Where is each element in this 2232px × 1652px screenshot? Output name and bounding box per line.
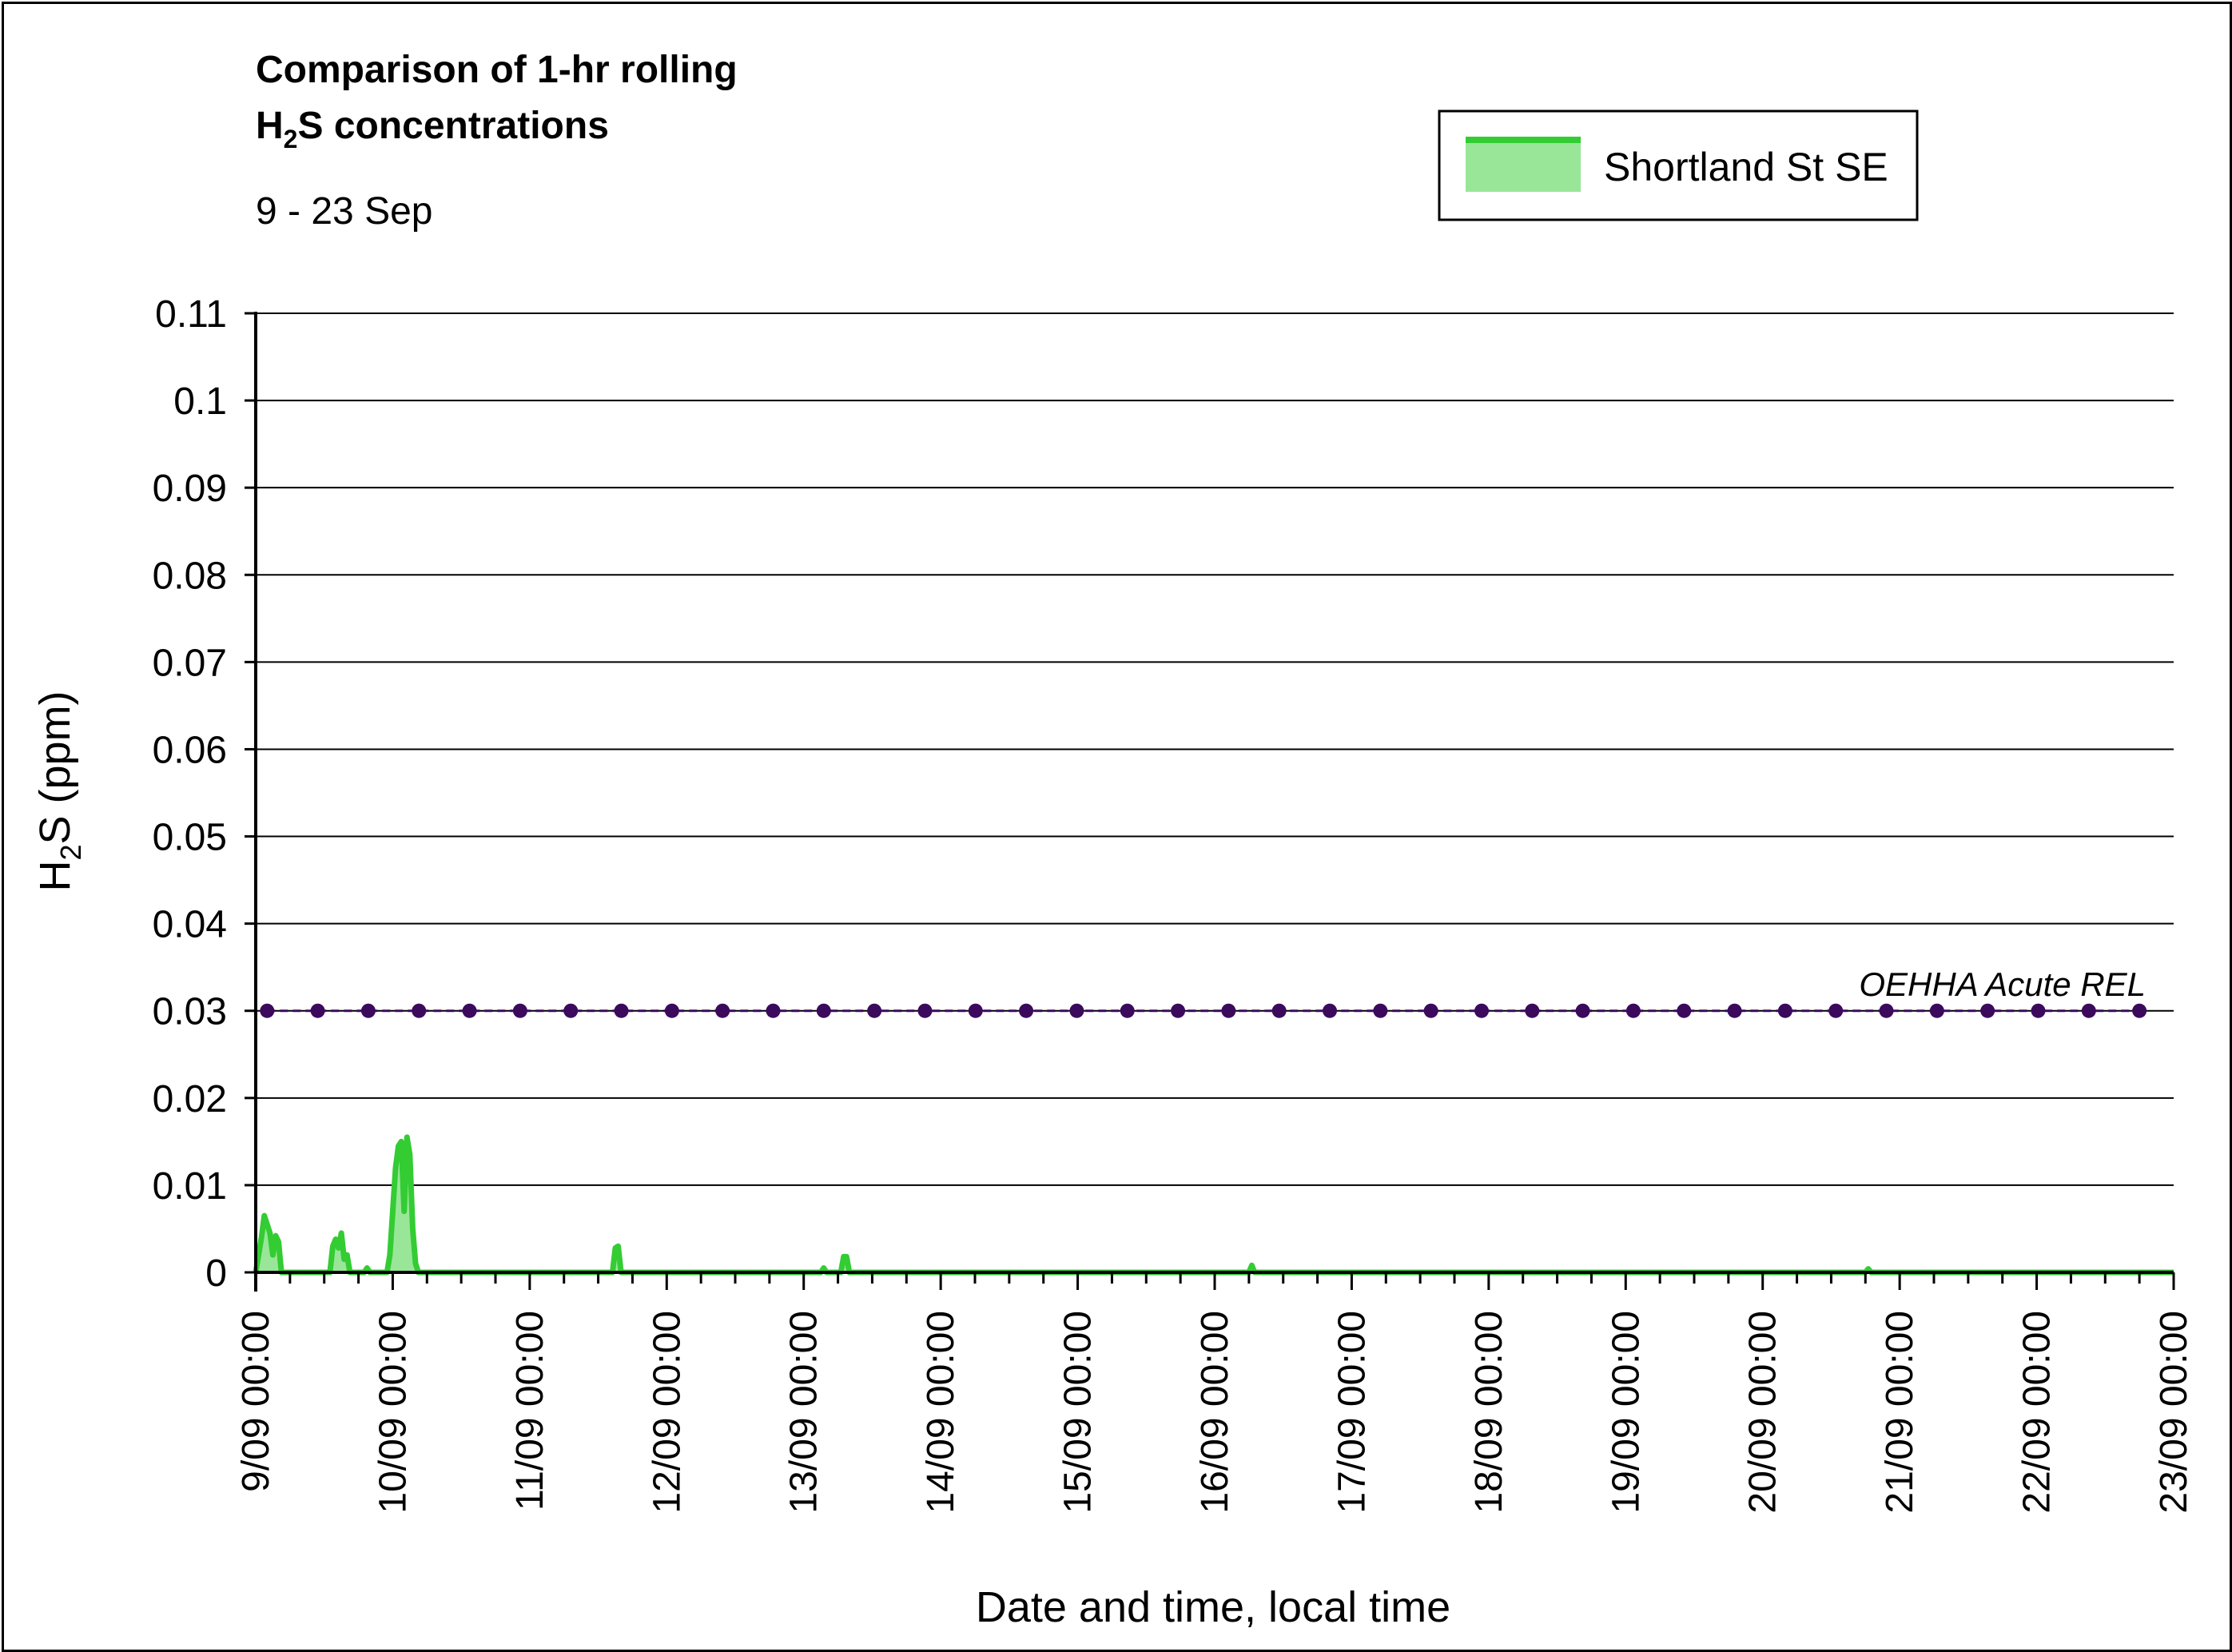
reference-marker <box>1171 1003 1186 1018</box>
reference-marker <box>260 1003 275 1018</box>
reference-marker <box>917 1003 933 1018</box>
x-tick-labels: 9/09 00:00 10/09 00:00 11/09 00:00 12/09 00… <box>235 1311 2195 1514</box>
reference-marker <box>1727 1003 1742 1018</box>
reference-line-layer <box>260 1003 2147 1018</box>
y-axis-title: H2S (ppm) <box>31 691 87 891</box>
reference-marker <box>816 1003 831 1018</box>
x-axis-title: Date and time, local time <box>976 1583 1450 1631</box>
x-tick-label: 11/09 00:00 <box>509 1311 551 1511</box>
x-tick-label: 22/09 00:00 <box>2016 1311 2059 1514</box>
reference-marker <box>1373 1003 1388 1018</box>
reference-marker <box>1019 1003 1034 1018</box>
reference-marker <box>1980 1003 1995 1018</box>
x-tick-label: 19/09 00:00 <box>1605 1311 1647 1514</box>
reference-marker <box>1423 1003 1438 1018</box>
y-tick-label: 0.04 <box>153 904 227 946</box>
reference-marker <box>1929 1003 1944 1018</box>
reference-marker <box>1221 1003 1236 1018</box>
reference-marker <box>1525 1003 1540 1018</box>
x-tick-label: 18/09 00:00 <box>1468 1311 1510 1514</box>
x-tick-label: 20/09 00:00 <box>1742 1311 1784 1514</box>
x-tick-label: 12/09 00:00 <box>646 1311 688 1514</box>
x-tick-label: 10/09 00:00 <box>372 1311 414 1514</box>
series-layer <box>253 1134 2174 1276</box>
y-tick-label: 0.01 <box>153 1165 227 1208</box>
reference-marker <box>867 1003 882 1018</box>
axes <box>245 312 2175 1292</box>
reference-marker <box>360 1003 376 1018</box>
y-tick-labels: 0 0.01 0.02 0.03 0.04 0.05 0.06 0.07 0.08 0.09 0.1… <box>153 293 227 1295</box>
annotation-oehha: OEHHA Acute REL <box>1859 965 2146 1003</box>
reference-marker <box>512 1003 527 1018</box>
reference-marker <box>563 1003 579 1018</box>
reference-marker <box>766 1003 781 1018</box>
x-tick-label: 13/09 00:00 <box>783 1311 826 1514</box>
y-tick-label: 0 <box>205 1252 227 1295</box>
y-tick-label: 0.02 <box>153 1078 227 1121</box>
reference-marker <box>310 1003 325 1018</box>
reference-marker <box>1323 1003 1338 1018</box>
x-tick-label: 9/09 00:00 <box>235 1311 277 1492</box>
reference-marker <box>1879 1003 1894 1018</box>
reference-marker <box>1069 1003 1084 1018</box>
reference-marker <box>1625 1003 1641 1018</box>
x-tick-label: 21/09 00:00 <box>1879 1311 1921 1514</box>
reference-marker <box>715 1003 730 1018</box>
y-tick-label: 0.07 <box>153 642 227 684</box>
reference-marker <box>2081 1003 2096 1018</box>
chart-title-line1: Comparison of 1-hr rolling <box>256 49 738 91</box>
reference-marker <box>2132 1003 2147 1018</box>
x-tick-label: 14/09 00:00 <box>920 1311 962 1514</box>
reference-marker <box>1575 1003 1590 1018</box>
reference-marker <box>1120 1003 1135 1018</box>
legend: Shortland St SE <box>1438 109 1919 221</box>
y-tick-label: 0.03 <box>153 991 227 1033</box>
y-tick-label: 0.08 <box>153 555 227 597</box>
reference-marker <box>1474 1003 1489 1018</box>
x-tick-label: 16/09 00:00 <box>1194 1311 1236 1514</box>
reference-marker <box>1271 1003 1287 1018</box>
y-tick-label: 0.06 <box>153 729 227 771</box>
reference-marker <box>1777 1003 1792 1018</box>
y-tick-label: 0.1 <box>173 380 227 423</box>
x-tick-label: 17/09 00:00 <box>1331 1311 1373 1514</box>
legend-swatch-fill <box>1466 140 1581 192</box>
series-line <box>253 1134 2174 1276</box>
gridlines <box>256 312 2174 1186</box>
x-tick-label: 23/09 00:00 <box>2153 1311 2195 1514</box>
y-tick-label: 0.09 <box>153 468 227 510</box>
series-area-fill <box>256 1136 2174 1272</box>
reference-marker <box>1828 1003 1844 1018</box>
reference-marker <box>664 1003 679 1018</box>
reference-marker <box>2031 1003 2046 1018</box>
reference-marker <box>412 1003 427 1018</box>
y-tick-label: 0.05 <box>153 817 227 859</box>
reference-marker <box>968 1003 983 1018</box>
legend-label: Shortland St SE <box>1604 145 1888 189</box>
y-tick-label: 0.11 <box>155 293 227 336</box>
chart-subtitle: 9 - 23 Sep <box>256 190 432 233</box>
reference-marker <box>614 1003 629 1018</box>
reference-marker <box>462 1003 477 1018</box>
x-tick-label: 15/09 00:00 <box>1057 1311 1100 1514</box>
reference-marker <box>1677 1003 1692 1018</box>
chart-title-line2: H2S concentrations <box>256 105 609 153</box>
